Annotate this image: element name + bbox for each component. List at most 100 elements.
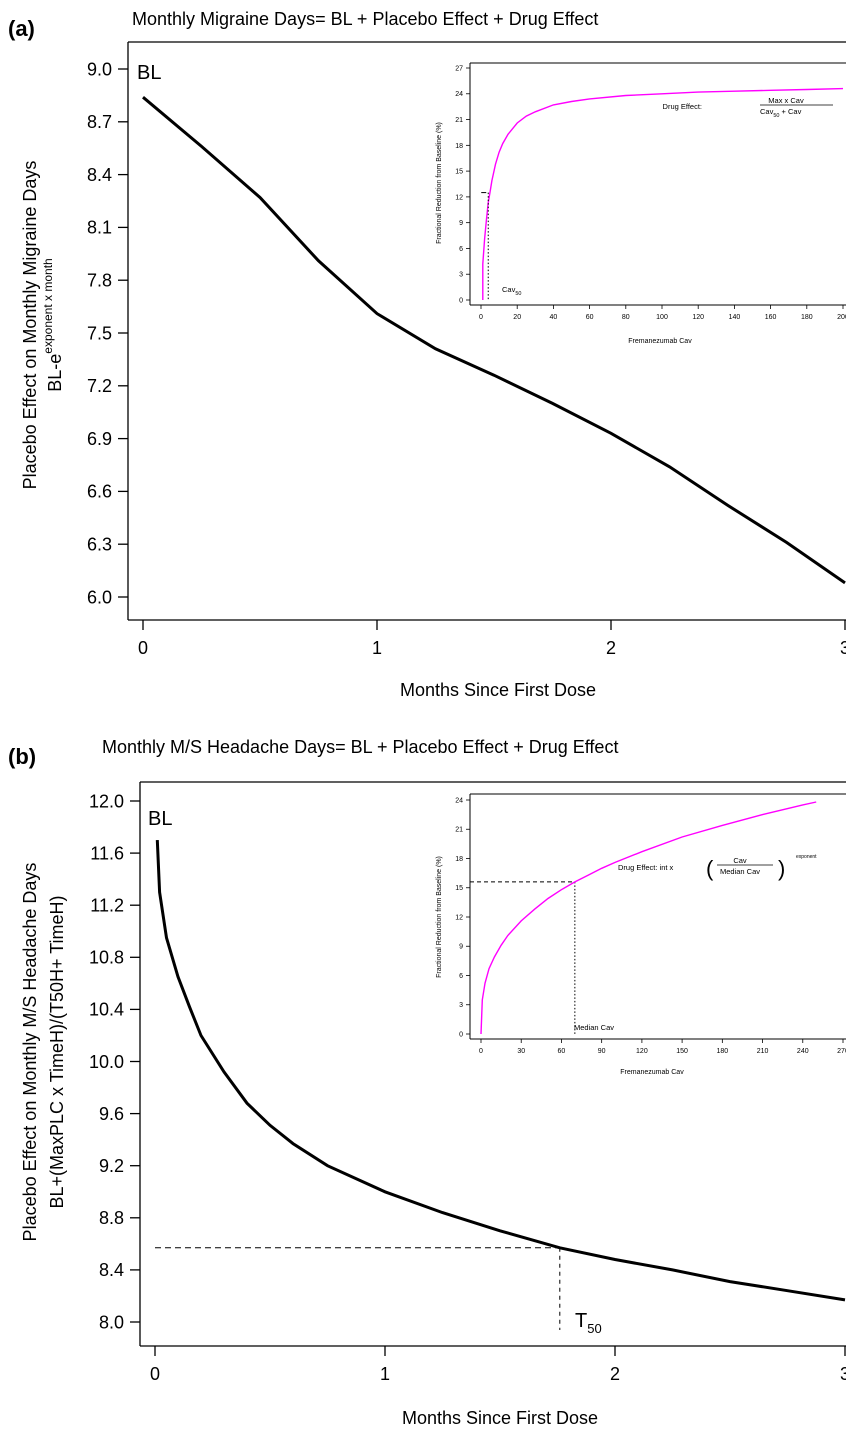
panel-a-inset-y-axis: 0 3 6 9 12 15 18 21 24 27 xyxy=(455,65,470,304)
panel-a-inset-x-tick-label: 200 xyxy=(837,314,846,321)
panel-a-x-axis: 0 1 2 3 xyxy=(138,620,846,658)
panel-b-inset-y-tick-label: 15 xyxy=(455,885,463,892)
panel-b-y-axis-label-line1: Placebo Effect on Monthly M/S Headache D… xyxy=(20,863,40,1242)
panel-b-inset-x-tick-label: 150 xyxy=(676,1048,688,1055)
panel-b-inset-x-tick-label: 180 xyxy=(716,1048,728,1055)
panel-b-y-axis: 8.0 8.4 8.8 9.2 9.6 10.0 10.4 10.8 11.2 11.6 12.0 xyxy=(89,791,140,1332)
panel-b-inset-formula-prefix: Drug Effect: int x xyxy=(618,863,674,872)
panel-a-x-tick-label: 1 xyxy=(372,638,382,658)
panel-a-y-tick-label: 7.5 xyxy=(87,323,112,343)
panel-a-y-tick-label: 8.7 xyxy=(87,112,112,132)
panel-b-y-tick-label: 8.8 xyxy=(99,1208,124,1228)
panel-b-x-tick-label: 1 xyxy=(380,1364,390,1384)
panel-a-inset-y-tick-label: 24 xyxy=(455,91,463,98)
panel-a-inset-y-tick-label: 0 xyxy=(459,297,463,304)
panel-a-inset-formula: Drug Effect: Max x Cav Cav50 + Cav xyxy=(663,96,833,119)
panel-a: (a) Monthly Migraine Days= BL + Placebo … xyxy=(8,9,846,700)
panel-a-x-tick-label: 3 xyxy=(840,638,846,658)
panel-b-inset-y-tick-label: 9 xyxy=(459,944,463,951)
panel-a-y-tick-label: 6.3 xyxy=(87,535,112,555)
panel-b-tag: (b) xyxy=(8,744,36,769)
panel-b-inset-formula-denominator: Median Cav xyxy=(720,867,760,876)
panel-b-inset-x-axis: 0 30 60 90 120 150 180 210 240 270 xyxy=(479,1039,846,1055)
panel-b-x-tick-label: 0 xyxy=(150,1364,160,1384)
panel-b-inset-x-tick-label: 240 xyxy=(797,1048,809,1055)
panel-a-ylabel2-sup: exponent x month xyxy=(41,258,55,353)
panel-a-y-tick-label: 7.8 xyxy=(87,271,112,291)
panel-a-inset-cav50-label: Cav50 xyxy=(502,285,521,297)
panel-a-inset-y-tick-label: 6 xyxy=(459,246,463,253)
panel-b-x-tick-label: 2 xyxy=(610,1364,620,1384)
panel-a-inset-cav50-sub: 50 xyxy=(515,291,521,297)
panel-a-inset-x-tick-label: 140 xyxy=(729,314,741,321)
panel-b-y-tick-label: 9.6 xyxy=(99,1104,124,1124)
panel-b-y-tick-label: 10.0 xyxy=(89,1052,124,1072)
panel-a-inset-x-tick-label: 80 xyxy=(622,314,630,321)
panel-a-series-line xyxy=(142,96,846,585)
panel-a-inset-formula-den-rest: + Cav xyxy=(779,107,801,116)
panel-b-t50-sub: 50 xyxy=(587,1321,601,1336)
panel-b-inset-y-tick-label: 3 xyxy=(459,1002,463,1009)
panel-b-inset-y-axis: 0 3 6 9 12 15 18 21 24 xyxy=(455,797,470,1038)
panel-a-y-axis-label-line1: Placebo Effect on Monthly Migraine Days xyxy=(20,161,40,490)
panel-a-inset-x-tick-label: 60 xyxy=(586,314,594,321)
panel-a-title: Monthly Migraine Days= BL + Placebo Effe… xyxy=(132,9,598,29)
panel-a-inset-formula-den-base: Cav xyxy=(760,107,774,116)
panel-b: (b) Monthly M/S Headache Days= BL + Plac… xyxy=(8,737,846,1428)
panel-b-inset: 0 3 6 9 12 15 18 21 24 0 30 60 90 120 150 180 210 240 270… xyxy=(436,793,846,1076)
panel-a-inset-x-tick-label: 40 xyxy=(550,314,558,321)
panel-a-inset-x-tick-label: 180 xyxy=(801,314,813,321)
panel-b-inset-formula-right-paren: ) xyxy=(778,856,785,881)
panel-a-inset-x-axis-label: Fremanezumab Cav xyxy=(628,338,692,345)
panel-a-inset-x-tick-label: 100 xyxy=(656,314,668,321)
panel-a-inset-formula-numerator: Max x Cav xyxy=(768,96,804,105)
panel-b-y-tick-label: 11.6 xyxy=(90,843,124,863)
panel-a-inset-cav50-base: Cav xyxy=(502,285,516,294)
panel-a-inset-y-axis-label: Fractional Reduction from Baseline (%) xyxy=(436,122,443,244)
panel-a-y-tick-label: 6.9 xyxy=(87,429,112,449)
panel-b-inset-x-axis-label: Fremanezumab Cav xyxy=(620,1069,684,1076)
panel-b-y-axis-label: Placebo Effect on Monthly M/S Headache D… xyxy=(20,863,67,1242)
panel-b-bl-label: BL xyxy=(148,808,172,830)
panel-b-inset-x-tick-label: 120 xyxy=(636,1048,648,1055)
panel-a-x-axis-label: Months Since First Dose xyxy=(400,680,596,700)
panel-b-inset-formula-numerator: Cav xyxy=(733,856,747,865)
panel-b-y-tick-label: 9.2 xyxy=(99,1156,124,1176)
panel-b-title: Monthly M/S Headache Days= BL + Placebo … xyxy=(102,737,618,757)
panel-a-y-axis: 6.0 6.3 6.6 6.9 7.2 7.5 7.8 8.1 8.4 8.7 9.0 xyxy=(87,59,128,607)
panel-b-inset-x-tick-label: 0 xyxy=(479,1048,483,1055)
panel-a-ylabel2-base: BL-e xyxy=(45,354,65,392)
panel-b-inset-y-tick-label: 21 xyxy=(455,827,463,834)
panel-b-inset-y-axis-label: Fractional Reduction from Baseline (%) xyxy=(436,856,443,978)
panel-b-inset-y-tick-label: 6 xyxy=(459,973,463,980)
panel-b-inset-median-cav-label: Median Cav xyxy=(574,1023,614,1032)
panel-a-y-tick-label: 8.1 xyxy=(87,218,112,238)
panel-b-inset-y-tick-label: 0 xyxy=(459,1031,463,1038)
panel-b-inset-x-tick-label: 270 xyxy=(837,1048,846,1055)
panel-b-inset-y-tick-label: 24 xyxy=(455,797,463,804)
panel-b-x-axis: 0 1 2 3 xyxy=(150,1346,846,1384)
panel-a-y-tick-label: 8.4 xyxy=(87,165,112,185)
panel-b-inset-x-tick-label: 60 xyxy=(558,1048,566,1055)
panel-a-y-tick-label: 7.2 xyxy=(87,376,112,396)
panel-b-inset-x-tick-label: 30 xyxy=(517,1048,525,1055)
panel-a-inset-formula-den-sub: 50 xyxy=(773,113,779,119)
panel-a-y-axis-label: Placebo Effect on Monthly Migraine Days … xyxy=(20,161,65,490)
panel-b-y-tick-label: 10.8 xyxy=(89,948,124,968)
panel-a-tag: (a) xyxy=(8,16,35,41)
panel-b-t50-label: T50 xyxy=(575,1310,602,1336)
panel-b-y-tick-label: 8.4 xyxy=(99,1260,124,1280)
panel-b-y-tick-label: 12.0 xyxy=(89,791,124,811)
panel-b-inset-series-line xyxy=(480,801,817,1035)
panel-a-y-tick-label: 9.0 xyxy=(87,59,112,79)
panel-b-t50-base: T xyxy=(575,1310,587,1332)
panel-a-inset: 0 3 6 9 12 15 18 21 24 27 0 20 40 60 80 100 120 140 160 18… xyxy=(436,62,846,345)
panel-b-y-axis-label-line2: BL+(MaxPLC x TimeH)/(T50H+ TimeH) xyxy=(47,895,67,1208)
panel-a-inset-formula-prefix: Drug Effect: xyxy=(663,102,702,111)
panel-a-inset-y-tick-label: 21 xyxy=(455,117,463,124)
panel-a-y-tick-label: 6.6 xyxy=(87,482,112,502)
panel-b-y-tick-label: 11.2 xyxy=(90,896,124,916)
panel-a-inset-x-tick-label: 160 xyxy=(765,314,777,321)
panel-b-y-tick-label: 10.4 xyxy=(89,1000,124,1020)
panel-a-inset-y-tick-label: 18 xyxy=(455,143,463,150)
